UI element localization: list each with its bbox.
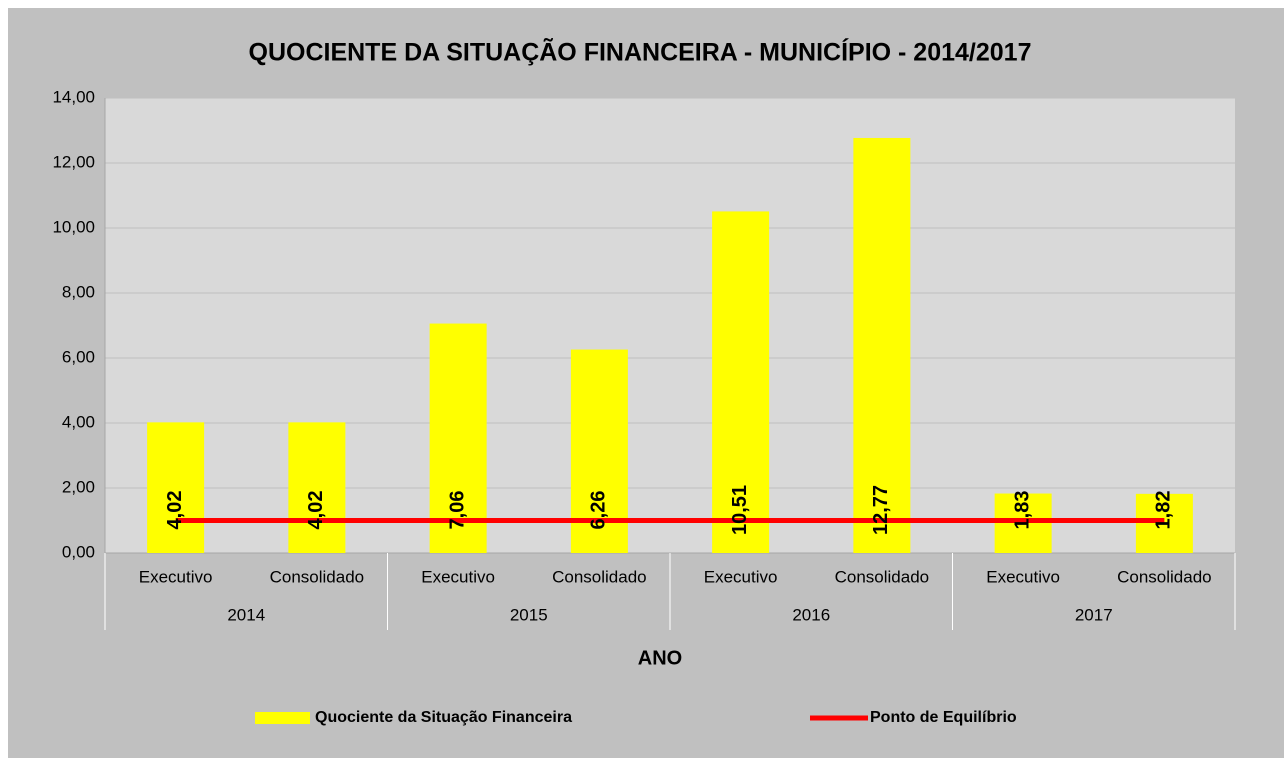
legend-swatch (255, 712, 310, 724)
bar (429, 323, 487, 553)
bar (712, 211, 770, 554)
x-tick-label: Consolidado (270, 567, 365, 586)
x-tick-label: Consolidado (835, 567, 930, 586)
group-label: 2016 (792, 605, 830, 624)
x-tick-label: Executivo (421, 567, 495, 586)
bar (853, 137, 911, 553)
group-label: 2015 (510, 605, 548, 624)
x-axis-title: ANO (638, 647, 682, 669)
bar (288, 422, 346, 553)
x-tick-label: Consolidado (1117, 567, 1212, 586)
x-tick-label: Executivo (139, 567, 213, 586)
y-tick-label: 4,00 (62, 412, 95, 431)
y-tick-label: 2,00 (62, 477, 95, 496)
group-label: 2017 (1075, 605, 1113, 624)
data-label: 1,83 (1011, 491, 1033, 530)
data-label: 6,26 (588, 491, 610, 530)
y-tick-label: 10,00 (52, 217, 95, 236)
y-tick-label: 0,00 (62, 542, 95, 561)
y-tick-label: 6,00 (62, 347, 95, 366)
y-tick-label: 12,00 (52, 152, 95, 171)
y-tick-label: 8,00 (62, 282, 95, 301)
y-tick-label: 14,00 (52, 87, 95, 106)
legend-label: Ponto de Equilíbrio (870, 709, 1017, 726)
bar (1135, 493, 1193, 553)
plot-area (105, 98, 1235, 553)
group-label: 2014 (227, 605, 265, 624)
data-label: 4,02 (305, 491, 327, 530)
data-label: 10,51 (729, 485, 751, 535)
x-tick-label: Executivo (704, 567, 778, 586)
chart-title: QUOCIENTE DA SITUAÇÃO FINANCEIRA - MUNIC… (249, 37, 1032, 67)
x-tick-label: Executivo (986, 567, 1060, 586)
data-label: 7,06 (446, 491, 468, 530)
data-label: 4,02 (164, 491, 186, 530)
bar (994, 493, 1052, 553)
legend-label: Quociente da Situação Financeira (315, 709, 572, 726)
data-label: 1,82 (1153, 491, 1175, 530)
data-label: 12,77 (870, 485, 892, 535)
bar (147, 422, 205, 553)
x-tick-label: Consolidado (552, 567, 647, 586)
